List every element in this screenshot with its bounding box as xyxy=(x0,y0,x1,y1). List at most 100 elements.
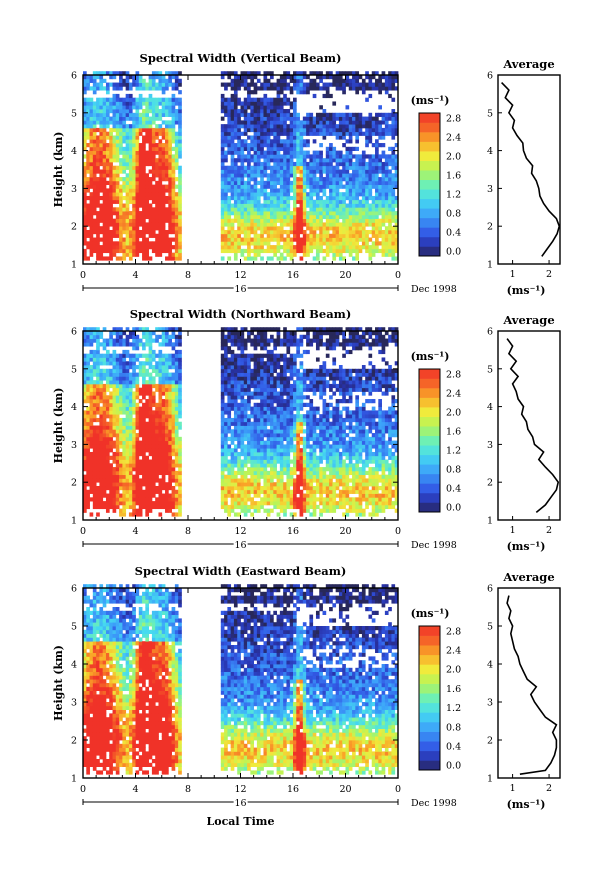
heatmap-cell xyxy=(230,211,235,216)
heatmap-cell xyxy=(138,161,143,167)
heatmap-cell xyxy=(329,150,333,155)
heatmap-cell xyxy=(227,376,232,381)
heatmap-cell xyxy=(122,229,127,235)
heatmap-cell xyxy=(319,248,323,254)
heatmap-cell xyxy=(122,478,127,483)
heatmap-cell xyxy=(348,124,353,129)
heatmap-cell xyxy=(256,116,261,121)
heatmap-cell xyxy=(142,376,146,381)
heatmap-cell xyxy=(283,101,287,106)
heatmap-cell xyxy=(145,214,150,220)
heatmap-cells xyxy=(83,327,399,517)
heatmap-cell xyxy=(315,75,320,80)
heatmap-cell xyxy=(115,143,120,148)
heatmap-cell xyxy=(178,444,182,449)
heatmap-cell xyxy=(83,127,87,133)
heatmap-cell xyxy=(243,127,248,133)
heatmap-cell xyxy=(89,241,94,246)
heatmap-cell xyxy=(312,241,317,246)
heatmap-cell xyxy=(270,71,274,76)
heatmap-cell xyxy=(388,237,392,242)
heatmap-cell xyxy=(151,169,156,174)
heatmap-cell xyxy=(86,124,90,129)
heatmap-cell xyxy=(151,207,156,212)
heatmap-cell xyxy=(155,433,159,438)
heatmap-cell xyxy=(92,425,97,430)
heatmap-cell xyxy=(220,173,225,178)
heatmap-cell xyxy=(319,78,323,83)
heatmap-cell xyxy=(237,203,241,208)
heatmap-cell xyxy=(128,154,133,159)
heatmap-cell xyxy=(119,116,123,121)
heatmap-cell xyxy=(96,474,100,479)
heatmap-cell xyxy=(161,414,166,419)
heatmap-cell xyxy=(102,451,107,457)
heatmap-cell xyxy=(99,334,104,339)
colorbar-swatch xyxy=(419,141,440,152)
heatmap-cell xyxy=(240,71,245,76)
heatmap-cell xyxy=(125,410,130,415)
heatmap-cell xyxy=(388,211,392,216)
heatmap-cell xyxy=(122,112,127,117)
heatmap-cell xyxy=(96,150,100,155)
heatmap-cell xyxy=(273,127,277,133)
heatmap-cell xyxy=(99,116,104,121)
heatmap-cell xyxy=(138,501,143,506)
heatmap-cell xyxy=(332,165,337,170)
heatmap-cell xyxy=(99,78,104,83)
heatmap-cell xyxy=(279,131,284,136)
heatmap-cell xyxy=(322,237,327,242)
heatmap-cell xyxy=(171,399,176,404)
heatmap-cell xyxy=(253,173,258,178)
heatmap-cell xyxy=(322,112,327,117)
heatmap-cell xyxy=(230,154,235,159)
heatmap-cell xyxy=(96,357,100,362)
heatmap-cell xyxy=(279,78,284,83)
heatmap-cell xyxy=(253,256,258,261)
heatmap-cell xyxy=(125,485,130,491)
heatmap-cell xyxy=(168,338,172,343)
heatmap-cell xyxy=(237,169,241,174)
heatmap-cell xyxy=(342,169,346,174)
heatmap-cell xyxy=(112,173,117,178)
heatmap-cell xyxy=(122,331,127,336)
heatmap-cell xyxy=(128,463,133,468)
heatmap-cell xyxy=(391,78,396,83)
heatmap-cell xyxy=(315,82,320,87)
heatmap-cell xyxy=(266,109,271,114)
heatmap-cell xyxy=(352,78,356,83)
heatmap-cell xyxy=(224,101,228,106)
heatmap-cell xyxy=(83,417,87,423)
heatmap-cell xyxy=(158,376,163,381)
heatmap-cell xyxy=(352,245,356,250)
heatmap-cell xyxy=(168,226,172,231)
heatmap-cell xyxy=(227,395,232,400)
heatmap-cell xyxy=(112,177,117,182)
heatmap-cell xyxy=(352,131,356,136)
heatmap-cell xyxy=(394,78,399,83)
heatmap-cell xyxy=(138,93,143,99)
heatmap-cell xyxy=(220,440,225,445)
heatmap-cell xyxy=(371,218,376,223)
heatmap-cell xyxy=(368,203,373,208)
heatmap-cell xyxy=(105,342,110,347)
heatmap-cell xyxy=(145,161,150,167)
heatmap-cell xyxy=(174,417,179,423)
heatmap-cell xyxy=(289,237,294,242)
heatmap-cell xyxy=(145,493,150,498)
heatmap-cell xyxy=(178,349,182,355)
heatmap-cell xyxy=(224,248,228,254)
heatmap-cell xyxy=(256,248,261,254)
heatmap-cell xyxy=(178,165,182,170)
heatmap-cell xyxy=(105,97,110,102)
heatmap-cell xyxy=(174,101,179,106)
heatmap-cell xyxy=(109,165,113,170)
heatmap-cell xyxy=(96,327,100,332)
heatmap-cell xyxy=(158,150,163,155)
heatmap-cell xyxy=(99,489,104,494)
heatmap-cell xyxy=(224,402,228,407)
heatmap-cell xyxy=(112,372,117,377)
heatmap-cell xyxy=(273,199,277,204)
heatmap-cell xyxy=(109,218,113,223)
heatmap-cell xyxy=(138,417,143,423)
